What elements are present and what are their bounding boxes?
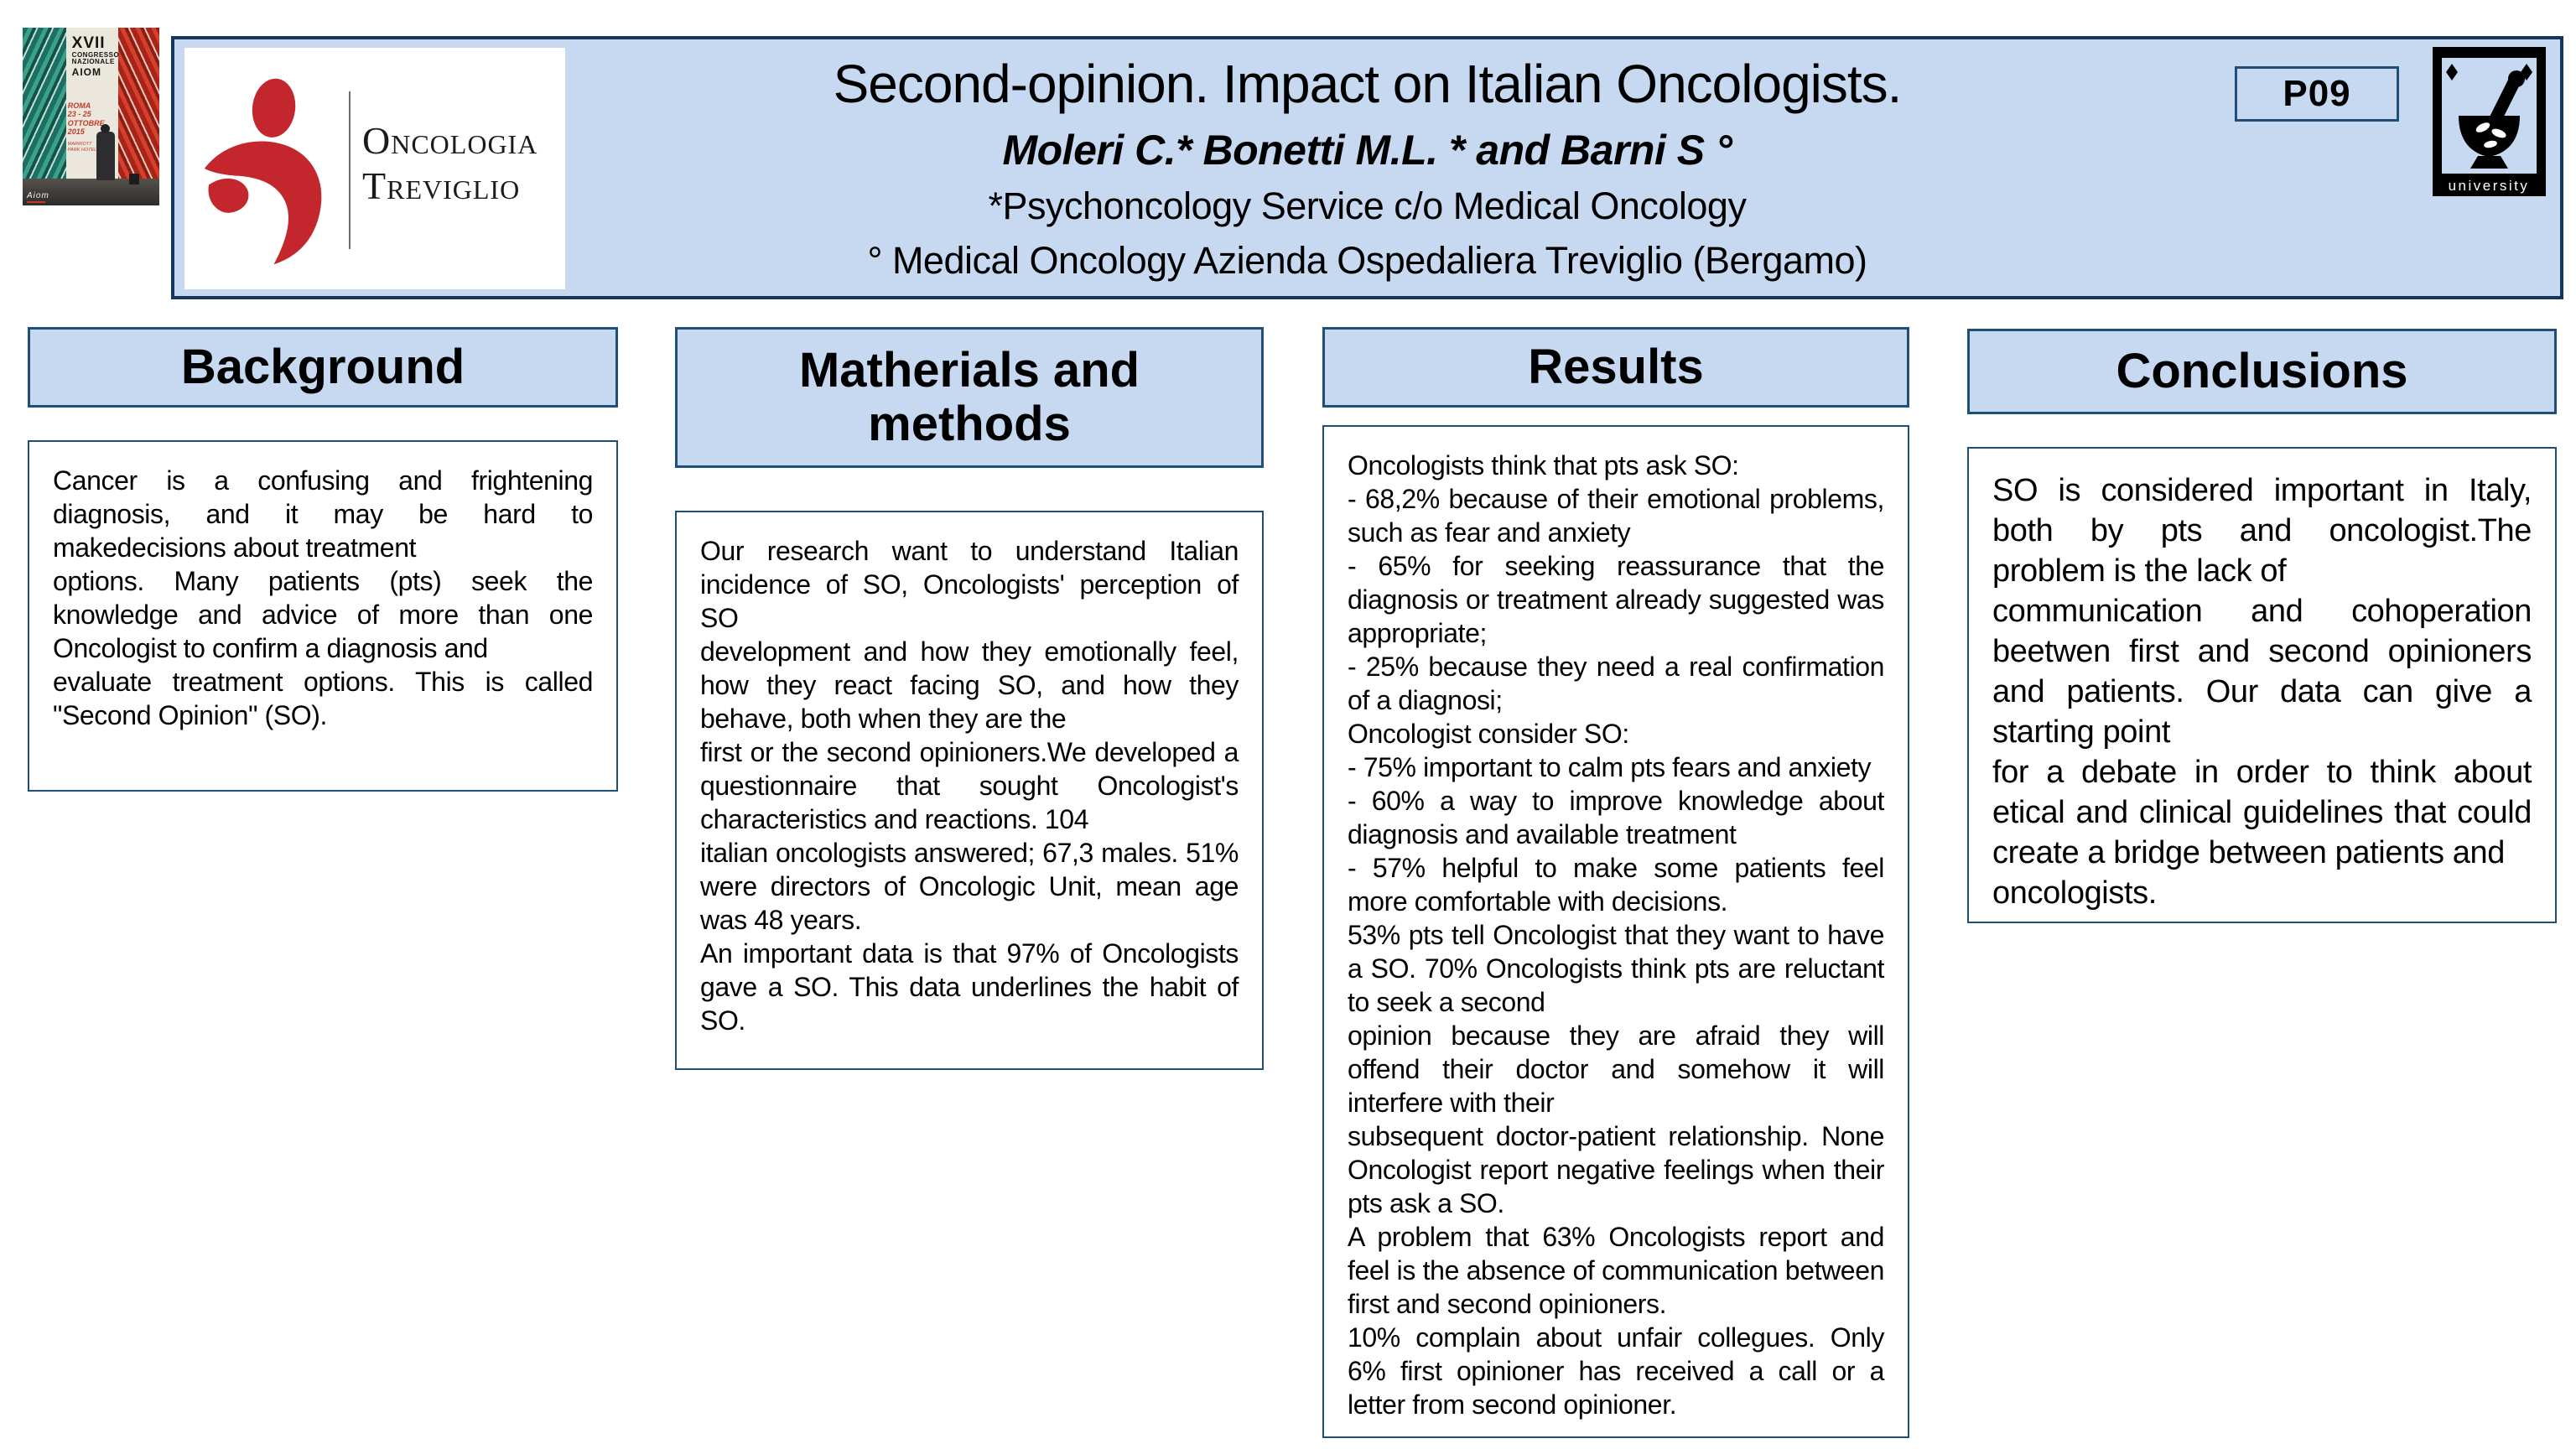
poster-header: Oncologia Treviglio Second-opinion. Impa… xyxy=(171,36,2563,299)
section-title-results: Results xyxy=(1322,327,1909,408)
paragraph: 53% pts tell Oncologist that they want t… xyxy=(1348,920,1884,1017)
section-title-conclusions: Conclusions xyxy=(1967,329,2557,414)
paragraph: - 57% helpful to make some patients feel… xyxy=(1348,853,1884,917)
paragraph: oncologists. xyxy=(1992,875,2157,911)
paint-bucket xyxy=(129,173,140,184)
paragraph: - 65% for seeking reassurance that the d… xyxy=(1348,551,1884,648)
affiliation-1: *Psychoncology Service c/o Medical Oncol… xyxy=(988,184,1747,228)
paragraph: - 60% a way to improve knowledge about d… xyxy=(1348,786,1884,849)
section-title-materials: Matherials and methods xyxy=(675,327,1264,468)
university-pharmacy-icon: university xyxy=(2433,47,2546,196)
section-body-materials: Our research want to understand Italian … xyxy=(675,511,1264,1070)
section-title-label: Background xyxy=(180,340,465,395)
congress-title-line: NAZIONALE xyxy=(71,58,115,66)
painter-silhouette xyxy=(96,124,116,181)
paragraph: - 68,2% because of their emotional probl… xyxy=(1348,484,1884,548)
section-title-label: Matherials and methods xyxy=(798,343,1140,451)
paragraph: An important data is that 97% of Oncolog… xyxy=(700,938,1239,1036)
mother-child-logo-icon xyxy=(204,78,322,265)
section-body-background: Cancer is a confusing and frightening di… xyxy=(28,440,618,792)
affiliation-2: ° Medical Oncology Azienda Ospedaliera T… xyxy=(867,238,1867,282)
logo-divider xyxy=(349,91,351,249)
logo-word-treviglio: Treviglio xyxy=(362,164,521,207)
paragraph: first or the second opinioners.We develo… xyxy=(700,737,1239,834)
university-label: university xyxy=(2449,178,2530,194)
section-body-conclusions: SO is considered important in Italy, bot… xyxy=(1967,447,2557,923)
section-title-background: Background xyxy=(28,327,618,408)
paragraph: Our research want to understand Italian … xyxy=(700,536,1239,633)
poster-authors: Moleri C.* Bonetti M.L. * and Barni S ° xyxy=(1002,126,1732,174)
logo-word-oncologia: Oncologia xyxy=(362,119,538,162)
paragraph: - 25% because they need a real confirmat… xyxy=(1348,652,1884,715)
paragraph: development and how they emotionally fee… xyxy=(700,636,1239,734)
section-title-label: Conclusions xyxy=(2116,344,2408,399)
poster-number-badge: P09 xyxy=(2235,66,2399,122)
congress-title-line: XVII xyxy=(71,34,106,52)
paragraph: for a debate in order to think about eti… xyxy=(1992,755,2532,870)
congress-date-line: ROMA xyxy=(67,101,91,110)
paragraph: subsequent doctor-patient relationship. … xyxy=(1348,1121,1884,1218)
aiom-congress-poster: XVII CONGRESSO NAZIONALE AIOM ROMA 23 - … xyxy=(23,28,159,205)
paragraph: - 75% important to calm pts fears and an… xyxy=(1348,752,1872,782)
logo-wordmark: Oncologia Treviglio xyxy=(362,118,538,209)
congress-venue: MARRIOTT PARK HOTEL xyxy=(67,142,97,153)
congress-title-line: CONGRESSO xyxy=(71,50,120,59)
section-title-label: Results xyxy=(1528,340,1704,395)
aiom-logo: Aiom xyxy=(27,191,49,203)
congress-date-line: 2015 xyxy=(67,127,85,137)
paragraph: Cancer is a confusing and frightening di… xyxy=(53,465,593,563)
header-text-block: Second-opinion. Impact on Italian Oncolo… xyxy=(569,43,2166,293)
graffiti-left-band xyxy=(23,28,67,205)
congress-dates: ROMA 23 - 25 OTTOBRE 2015 xyxy=(68,101,105,136)
congress-date-line: 23 - 25 xyxy=(67,110,91,119)
poster-title: Second-opinion. Impact on Italian Oncolo… xyxy=(833,54,1903,115)
paragraph: opinion because they are afraid they wil… xyxy=(1348,1021,1884,1118)
paragraph: SO is considered important in Italy, bot… xyxy=(1992,473,2532,589)
section-body-results: Oncologists think that pts ask SO: - 68,2… xyxy=(1322,425,1909,1438)
congress-title-line: AIOM xyxy=(71,65,102,78)
paragraph: Oncologist consider SO: xyxy=(1348,719,1629,749)
university-logo: university xyxy=(2433,47,2546,196)
paragraph: communication and cohoperation beetwen f… xyxy=(1992,594,2532,750)
oncologia-treviglio-logo: Oncologia Treviglio xyxy=(184,48,565,289)
paragraph: options. Many patients (pts) seek the kn… xyxy=(53,566,593,663)
paragraph: Oncologists think that pts ask SO: xyxy=(1348,450,1739,480)
paragraph: evaluate treatment options. This is call… xyxy=(53,667,593,730)
paragraph: A problem that 63% Oncologists report an… xyxy=(1348,1222,1884,1319)
paragraph: italian oncologists answered; 67,3 males… xyxy=(700,838,1239,935)
congress-date-line: OTTOBRE xyxy=(67,118,105,127)
paragraph: 10% complain about unfair collegues. Onl… xyxy=(1348,1322,1884,1420)
congress-title: XVII CONGRESSO NAZIONALE AIOM xyxy=(72,35,120,77)
